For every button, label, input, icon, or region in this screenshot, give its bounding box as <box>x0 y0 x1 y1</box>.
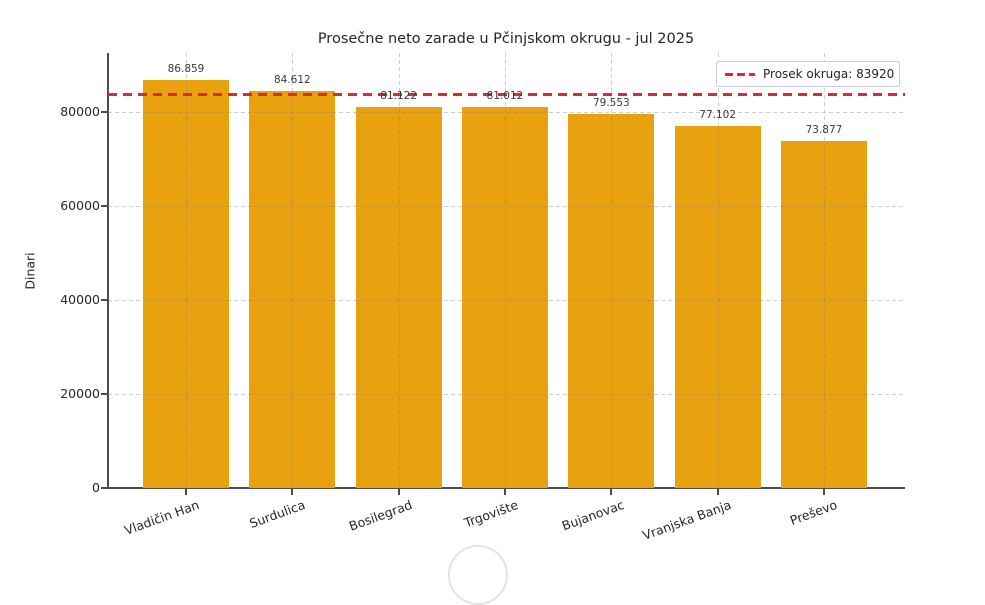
y-tick-mark <box>101 299 107 302</box>
bar-value-label: 73.877 <box>805 123 843 136</box>
x-axis-spine <box>107 487 905 489</box>
chart-title: Prosečne neto zarade u Pčinjskom okrugu … <box>317 31 695 47</box>
x-gridline <box>186 53 187 488</box>
y-tick-mark <box>101 205 107 208</box>
bar-value-label: 77.102 <box>699 108 737 121</box>
x-tick-mark <box>716 489 719 495</box>
bar-trgovište <box>461 107 548 488</box>
plot-area <box>108 53 905 488</box>
bar-vladičin-han <box>143 79 229 488</box>
y-tick-mark <box>101 393 107 396</box>
x-tick-mark <box>822 489 825 495</box>
bar-vranjska-banja <box>674 125 761 488</box>
bar-bosilegrad <box>355 106 442 488</box>
bar-value-label: 81.122 <box>380 89 418 102</box>
y-gridline <box>108 112 905 114</box>
x-gridline <box>823 53 825 488</box>
average-line <box>108 92 905 96</box>
x-tick-mark <box>610 489 613 495</box>
y-tick-label: 40000 <box>60 292 100 308</box>
y-gridline <box>108 394 905 396</box>
x-tick-mark <box>397 489 400 495</box>
legend-dashed-line-icon <box>725 72 755 76</box>
bar-value-label: 84.612 <box>273 73 311 86</box>
bar-value-label: 81.012 <box>486 90 524 103</box>
bar-value-label: 79.553 <box>592 97 630 110</box>
bar-preševo <box>780 140 867 488</box>
y-tick-label: 0 <box>92 480 100 495</box>
y-gridline <box>108 300 905 302</box>
legend: Prosek okruga: 83920 <box>716 61 900 87</box>
y-tick-mark <box>101 487 107 489</box>
y-gridline <box>108 206 905 208</box>
x-gridline <box>292 53 294 488</box>
x-gridline <box>611 53 613 488</box>
y-tick-label: 20000 <box>60 386 100 402</box>
y-axis-label: Dinari <box>22 252 38 290</box>
x-gridline <box>398 53 400 488</box>
bar-bujanovac <box>568 114 655 488</box>
x-gridline <box>504 53 506 488</box>
y-tick-mark <box>101 111 107 114</box>
legend-label: Prosek okruga: 83920 <box>763 67 895 81</box>
x-tick-mark <box>291 489 294 495</box>
x-gridline <box>717 53 719 488</box>
bar-chart: Prosečne neto zarade u Pčinjskom okrugu … <box>22 31 905 605</box>
bar-surdulica <box>249 90 336 488</box>
bar-value-label: 86.859 <box>167 62 205 75</box>
x-tick-mark <box>185 489 187 495</box>
x-tick-mark <box>503 489 506 495</box>
y-tick-label: 60000 <box>60 198 100 214</box>
y-tick-label: 80000 <box>60 104 100 120</box>
y-axis-spine <box>107 53 109 489</box>
